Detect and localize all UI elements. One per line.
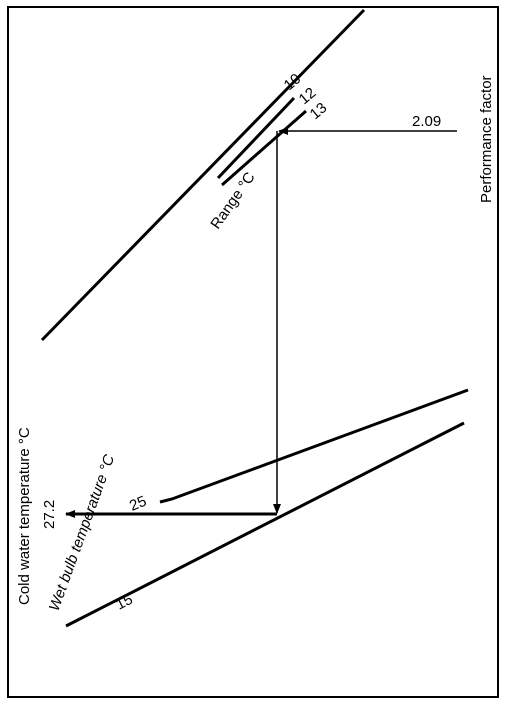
range-title: Range °C xyxy=(207,169,258,232)
performance-factor-title: Performance factor xyxy=(478,75,495,203)
diagram-frame xyxy=(7,6,499,698)
range-line-10 xyxy=(40,8,366,342)
cold-water-value: 27.2 xyxy=(41,500,58,529)
wet-bulb-title: Wet bulb temperature °C xyxy=(46,452,118,613)
performance-factor-value: 2.09 xyxy=(412,113,441,130)
wet-bulb-line-15 xyxy=(65,421,465,628)
wet-bulb-line-25 xyxy=(159,388,469,504)
range-line-12 xyxy=(216,96,296,180)
wet-bulb-label-15: 15 xyxy=(113,591,136,614)
wet-bulb-label-25: 25 xyxy=(127,493,149,515)
cold-water-title: Cold water temperature °C xyxy=(16,427,33,605)
range-line-13 xyxy=(221,109,307,187)
